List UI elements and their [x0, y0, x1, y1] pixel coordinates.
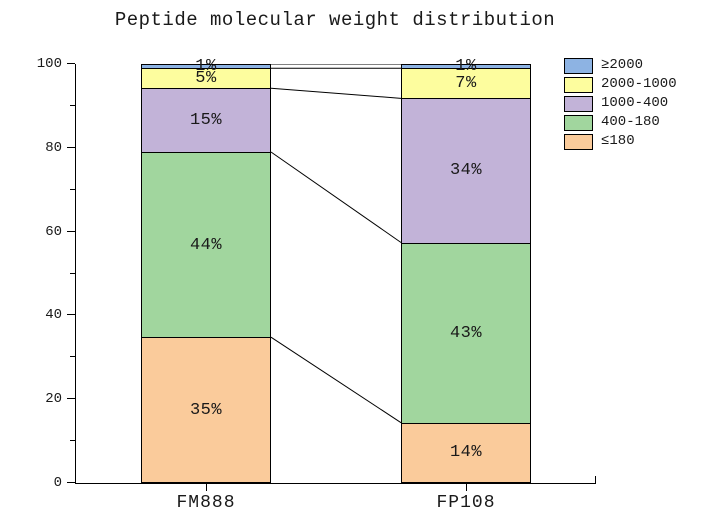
segment-percent-label: 5% — [195, 69, 217, 89]
bar-segment: 43% — [401, 242, 531, 423]
y-major-tick — [67, 230, 75, 232]
legend-item: 1000-400 — [564, 95, 677, 112]
legend-item: ≥2000 — [564, 57, 677, 74]
connector-line — [270, 151, 402, 243]
segment-percent-label: 1% — [455, 57, 477, 77]
bar-segment: 1% — [141, 58, 271, 75]
legend-swatch-icon — [564, 95, 593, 112]
y-tick-label: 0 — [53, 475, 62, 491]
y-major-tick — [67, 314, 75, 316]
y-minor-tick — [70, 188, 75, 190]
bar-segment: 44% — [141, 152, 271, 338]
segment-percent-label: 15% — [189, 111, 223, 131]
bar-segment: 5% — [141, 68, 271, 89]
segment-percent-label: 44% — [189, 235, 223, 255]
x-tick — [206, 483, 207, 491]
bar-segment: 15% — [141, 88, 271, 152]
legend-label: 2000-1000 — [601, 76, 677, 92]
legend-swatch-icon — [564, 57, 593, 74]
plot-area: 0 20 40 60 80 100 FM888 FP108 35% 44% 15% 5% 1% 14% 43… — [37, 56, 596, 513]
legend-label: 400-180 — [601, 114, 660, 130]
x-tick — [466, 483, 467, 491]
y-tick-label: 40 — [45, 307, 62, 324]
bar-segment: 1% — [401, 58, 531, 75]
chart-title: Peptide molecular weight distribution — [114, 9, 556, 31]
x-category-label: FP108 — [436, 493, 496, 513]
y-tick-label: 20 — [45, 391, 62, 408]
connector-line — [270, 336, 402, 424]
legend-swatch-icon — [564, 76, 593, 93]
y-minor-tick — [70, 356, 75, 358]
legend-swatch-icon — [564, 133, 593, 150]
legend-item: 400-180 — [564, 114, 677, 131]
y-minor-tick — [70, 440, 75, 442]
segment-percent-label: 1% — [195, 57, 217, 77]
legend-label: ≤180 — [601, 133, 635, 149]
y-tick-label: 80 — [45, 139, 62, 156]
y-minor-tick — [70, 104, 75, 106]
y-major-tick — [67, 398, 75, 400]
y-major-tick — [67, 63, 75, 64]
segment-percent-label: 14% — [449, 443, 483, 463]
y-major-tick — [67, 146, 75, 148]
x-axis-end-cap — [595, 476, 596, 483]
y-tick-label: 100 — [36, 56, 62, 72]
legend-item: ≤180 — [564, 133, 677, 150]
bar-segment: 35% — [141, 337, 271, 483]
segment-percent-label: 34% — [449, 161, 483, 181]
bar-segment: 14% — [401, 422, 531, 483]
connector-line — [270, 87, 402, 99]
segment-percent-label: 35% — [189, 400, 223, 420]
segment-percent-label: 43% — [449, 323, 483, 343]
segment-percent-label: 7% — [455, 74, 477, 94]
y-major-tick — [67, 482, 75, 483]
bar-segment: 34% — [401, 98, 531, 243]
legend-item: 2000-1000 — [564, 76, 677, 93]
legend-label: ≥2000 — [601, 57, 644, 73]
y-tick-label: 60 — [45, 223, 62, 240]
legend: ≥2000 2000-1000 1000-400 400-180 ≤180 — [564, 57, 677, 152]
bar-segment: 7% — [401, 68, 531, 99]
x-category-label: FM888 — [176, 493, 236, 513]
legend-label: 1000-400 — [601, 95, 669, 111]
legend-swatch-icon — [564, 114, 593, 131]
y-minor-tick — [70, 272, 75, 274]
